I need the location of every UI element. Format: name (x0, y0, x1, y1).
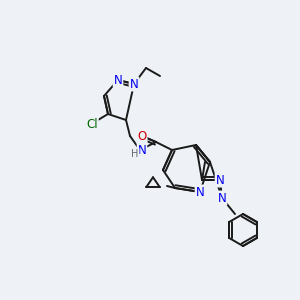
Text: N: N (196, 185, 204, 199)
Text: N: N (218, 191, 226, 205)
Text: N: N (138, 143, 146, 157)
Text: H: H (131, 149, 139, 159)
Text: N: N (114, 74, 122, 86)
Text: N: N (130, 77, 138, 91)
Text: O: O (137, 130, 147, 142)
Text: Cl: Cl (86, 118, 98, 130)
Text: N: N (216, 173, 224, 187)
